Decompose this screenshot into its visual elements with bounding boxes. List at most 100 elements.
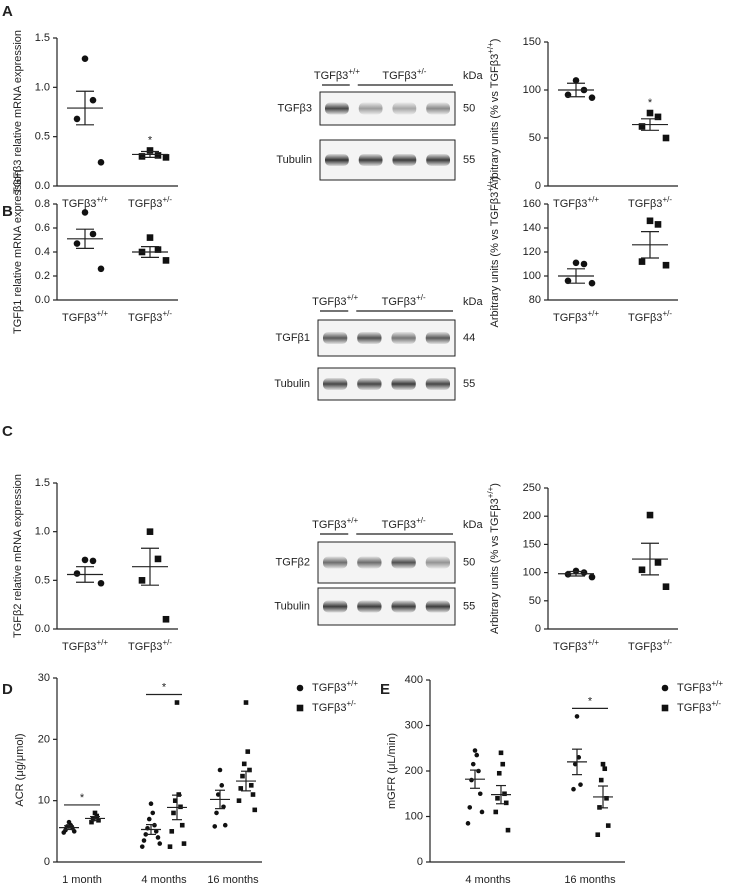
blot-row-label: Tubulin (274, 378, 310, 390)
blot-band (391, 556, 416, 569)
blot-band (357, 556, 382, 569)
x-tick-label: TGFβ3+/+ (62, 195, 108, 210)
blot-kda: 50 (463, 102, 475, 114)
blot-band (426, 154, 450, 166)
point (588, 279, 596, 287)
y-tick-label: 20 (38, 733, 50, 745)
y-axis-label: TGFβ1 relative mRNA expression (12, 170, 24, 334)
point (238, 786, 244, 791)
y-tick-label: 0 (535, 180, 541, 192)
y-tick-label: 200 (405, 765, 423, 777)
point (176, 792, 182, 797)
point (148, 801, 154, 807)
x-tick-label: TGFβ3+/- (128, 309, 172, 324)
y-tick-label: 100 (523, 567, 541, 579)
point (92, 810, 98, 816)
y-axis-label: Arbitrary units (% vs TGFβ3+/+) (486, 483, 501, 634)
y-tick-label: 0.2 (35, 270, 50, 282)
point (241, 761, 247, 767)
y-tick-label: 100 (405, 810, 423, 822)
x-tick-label: 16 months (564, 874, 616, 886)
blot-band (323, 600, 348, 613)
point (646, 109, 654, 117)
point (97, 265, 105, 273)
point (467, 805, 473, 810)
point (154, 555, 162, 563)
point (654, 559, 662, 566)
blot-kda: 50 (463, 556, 475, 568)
point (477, 791, 483, 797)
point (661, 684, 669, 692)
y-tick-label: 1.0 (35, 526, 50, 538)
point (654, 221, 662, 228)
point (155, 835, 161, 840)
y-tick-label: 140 (523, 222, 541, 234)
x-tick-label: 4 months (141, 874, 187, 886)
x-tick-label: TGFβ3+/+ (62, 638, 108, 653)
blot-band (426, 102, 450, 115)
blot-unit: kDa (463, 70, 483, 82)
point (146, 816, 152, 822)
point (162, 257, 170, 264)
point (572, 259, 580, 267)
point (470, 761, 476, 767)
y-tick-label: 1.0 (35, 81, 50, 93)
point (495, 796, 500, 801)
point (250, 792, 256, 797)
point (174, 700, 180, 705)
point (154, 246, 162, 253)
x-tick-label: TGFβ3+/- (628, 638, 672, 653)
point (97, 159, 105, 166)
point (73, 570, 81, 577)
point (503, 800, 509, 806)
y-tick-label: 100 (523, 84, 541, 96)
point (578, 782, 583, 787)
y-tick-label: 30 (38, 672, 50, 684)
point (598, 777, 604, 783)
y-axis-label: mGFR (μL/min) (386, 733, 398, 809)
point (638, 566, 646, 574)
y-tick-label: 400 (405, 674, 423, 686)
y-tick-label: 0.0 (35, 294, 50, 306)
y-tick-label: 0 (417, 856, 423, 868)
point (178, 804, 183, 810)
point (73, 240, 81, 247)
y-axis-label: TGFβ2 relative mRNA expression (12, 474, 24, 638)
point (152, 822, 157, 828)
blot-band (357, 378, 382, 390)
panel-letter: C (2, 423, 13, 440)
y-tick-label: 120 (523, 246, 541, 258)
point (500, 761, 506, 767)
point (81, 55, 89, 63)
y-tick-label: 150 (523, 36, 541, 48)
y-axis-label: Arbitrary units (% vs TGFβ3+/+) (486, 39, 501, 190)
point (469, 777, 474, 783)
point (138, 577, 146, 584)
blot-unit: kDa (463, 519, 483, 531)
blot-band (325, 154, 349, 166)
point (171, 810, 176, 816)
blot-kda: 44 (463, 332, 475, 344)
legend-label: TGFβ3+/- (677, 699, 721, 714)
point (638, 123, 646, 130)
blot-kda: 55 (463, 378, 475, 390)
point (243, 700, 249, 705)
point (162, 615, 170, 623)
point (61, 830, 67, 835)
y-tick-label: 1.5 (35, 477, 50, 489)
blot-kda: 55 (463, 600, 475, 612)
blot-header: TGFβ3+/- (382, 516, 426, 531)
point (296, 684, 304, 692)
y-tick-label: 50 (529, 132, 541, 144)
panel-letter: D (2, 681, 13, 698)
point (73, 115, 81, 123)
blot-band (425, 556, 450, 569)
significance: * (80, 792, 85, 804)
point (479, 809, 485, 815)
significance: * (648, 97, 653, 109)
point (248, 783, 254, 788)
x-tick-label: TGFβ3+/- (628, 309, 672, 324)
point (654, 113, 662, 121)
blot-header: TGFβ3+/+ (312, 516, 358, 531)
